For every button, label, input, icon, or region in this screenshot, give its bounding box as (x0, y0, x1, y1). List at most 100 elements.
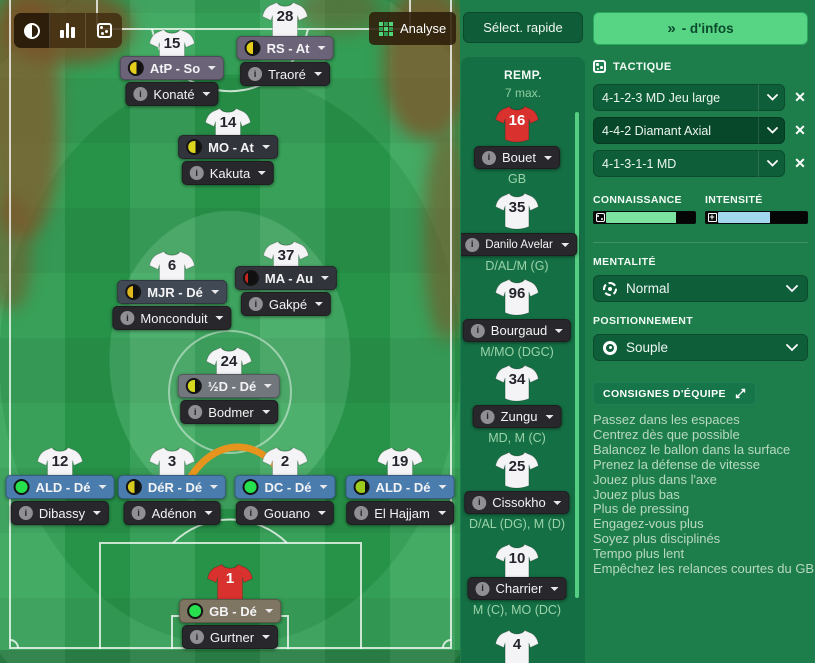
chevron-down-icon (318, 511, 327, 515)
player-name-label: Bodmer (208, 404, 254, 420)
sub-name-pill[interactable]: Bourgaud (462, 319, 572, 342)
player-role-pill[interactable]: MO - At (178, 135, 278, 159)
instruction-item: Tempo plus lent (593, 546, 685, 562)
player-name-pill[interactable]: Gakpé (240, 292, 332, 316)
player-name-pill[interactable]: Dibassy (10, 501, 110, 525)
mentality-icon (603, 281, 617, 296)
player-jersey[interactable]: 37 (263, 240, 309, 280)
player-jersey[interactable]: 1 (207, 563, 253, 603)
instruction-item: Engagez-vous plus (593, 516, 704, 532)
team-instructions-button[interactable]: CONSIGNES D'ÉQUIPE (593, 382, 756, 405)
sub-positions: D/AL/M (G) (485, 259, 549, 273)
info-icon[interactable] (243, 506, 258, 520)
player-name-pill[interactable]: Gurtner (181, 625, 279, 649)
info-icon[interactable] (465, 237, 480, 252)
player-role-pill[interactable]: MA - Au (234, 266, 338, 290)
info-icon[interactable] (188, 405, 203, 419)
info-icon[interactable] (354, 506, 369, 520)
info-icon[interactable] (189, 630, 204, 644)
player-jersey[interactable]: 3 (149, 446, 195, 486)
tactic-slot-row: 4-4-2 Diamant Axial ✕ (593, 117, 808, 144)
chevron-down-icon (215, 316, 224, 320)
sub-name-label: Cissokho (492, 495, 546, 510)
player-name-pill[interactable]: Konaté (125, 82, 219, 106)
view-formation-button[interactable] (86, 13, 122, 48)
chevron-down-icon (210, 485, 219, 489)
info-icon[interactable] (189, 166, 204, 180)
info-icon[interactable] (120, 311, 135, 325)
player-name-pill[interactable]: Adénon (123, 501, 221, 525)
sub-name-pill[interactable]: Danilo Avelar (461, 233, 577, 256)
info-icon[interactable] (18, 506, 33, 520)
info-icon[interactable] (475, 581, 490, 596)
player-name-pill[interactable]: Monconduit (112, 306, 232, 330)
sub-jersey[interactable]: 25 (495, 451, 539, 489)
info-icon[interactable] (248, 67, 263, 81)
tactic-slot-select[interactable]: 4-1-2-3 MD Jeu large (593, 84, 785, 111)
player-role-pill[interactable]: AtP - So (119, 56, 225, 80)
sub-jersey[interactable]: 35 (495, 192, 539, 230)
remove-tactic-button[interactable]: ✕ (794, 122, 806, 138)
sub-jersey[interactable]: 10 (495, 543, 539, 581)
chevron-down-icon[interactable] (758, 84, 785, 111)
player-jersey[interactable]: 28 (262, 1, 308, 41)
sub-jersey[interactable]: 34 (495, 364, 539, 402)
player-role-pill[interactable]: ALD - Dé (345, 475, 455, 499)
player-name-pill[interactable]: Gouano (235, 501, 335, 525)
player-role-pill[interactable]: DéR - Dé (117, 475, 227, 499)
sub-name-pill[interactable]: Bouet (474, 146, 560, 169)
tactic-slot-select-active[interactable]: 4-4-2 Diamant Axial (593, 117, 785, 144)
player-jersey[interactable]: 14 (205, 107, 251, 147)
remove-tactic-button[interactable]: ✕ (794, 155, 806, 171)
player-role-pill[interactable]: ALD - Dé (5, 475, 115, 499)
view-stats-button[interactable] (50, 13, 86, 48)
mentality-value: Normal (626, 281, 670, 296)
info-icon[interactable] (248, 297, 263, 311)
sub-name-pill[interactable]: Charrier (467, 577, 567, 600)
sub-jersey[interactable]: 4 (495, 629, 539, 663)
positioning-select[interactable]: Souple (593, 334, 808, 361)
remove-tactic-button[interactable]: ✕ (794, 89, 806, 105)
more-info-button[interactable]: » - d'infos (593, 12, 808, 45)
player-jersey[interactable]: 19 (377, 446, 423, 486)
chevron-down-icon[interactable] (758, 150, 785, 177)
sub-name-pill[interactable]: Zungu (472, 405, 562, 428)
chevron-down-icon[interactable] (758, 117, 785, 144)
player-jersey[interactable]: 24 (206, 346, 252, 386)
chevron-down-icon (202, 92, 211, 96)
info-icon[interactable] (133, 87, 148, 101)
player-role-pill[interactable]: ½D - Dé (177, 374, 281, 398)
player-name-pill[interactable]: Traoré (240, 62, 330, 86)
player-jersey[interactable]: 2 (262, 446, 308, 486)
quick-select-button[interactable]: Sélect. rapide (463, 12, 583, 43)
player-name-pill[interactable]: Kakuta (181, 161, 275, 185)
info-icon[interactable] (470, 323, 485, 338)
sub-jersey[interactable]: 96 (495, 278, 539, 316)
view-contrast-button[interactable] (14, 13, 50, 48)
tactic-slot-select[interactable]: 4-1-3-1-1 MD (593, 150, 785, 177)
player-name-pill[interactable]: El Hajjam (346, 501, 454, 525)
mentality-select[interactable]: Normal (593, 275, 808, 302)
player-role-pill[interactable]: DC - Dé (234, 475, 336, 499)
double-chevron-icon: » (667, 20, 675, 37)
player-role-pill[interactable]: GB - Dé (179, 599, 281, 623)
player-jersey[interactable]: 15 (149, 28, 195, 68)
sub-positions: MD, M (C) (488, 431, 546, 445)
pitch: Analyse 15 AtP - So Konaté 28 RS - At Tr… (0, 0, 460, 663)
player-jersey[interactable]: 12 (37, 446, 83, 486)
info-icon[interactable] (482, 150, 497, 165)
info-icon[interactable] (472, 495, 487, 510)
player-role-pill[interactable]: RS - At (236, 36, 334, 60)
jersey-number: 28 (276, 8, 294, 25)
info-icon[interactable] (131, 506, 146, 520)
analyse-button[interactable]: Analyse (369, 12, 457, 45)
player-jersey[interactable]: 6 (149, 250, 195, 290)
subs-scrollbar[interactable] (575, 112, 579, 598)
info-icon[interactable] (480, 409, 495, 424)
familiarity-label: CONNAISSANCE (593, 194, 682, 206)
sub-jersey[interactable]: 16 (495, 105, 539, 143)
player-name-pill[interactable]: Bodmer (180, 400, 278, 424)
chevron-down-icon (319, 485, 328, 489)
sub-name-pill[interactable]: Cissokho (464, 491, 570, 514)
player-role-pill[interactable]: MJR - Dé (117, 280, 227, 304)
